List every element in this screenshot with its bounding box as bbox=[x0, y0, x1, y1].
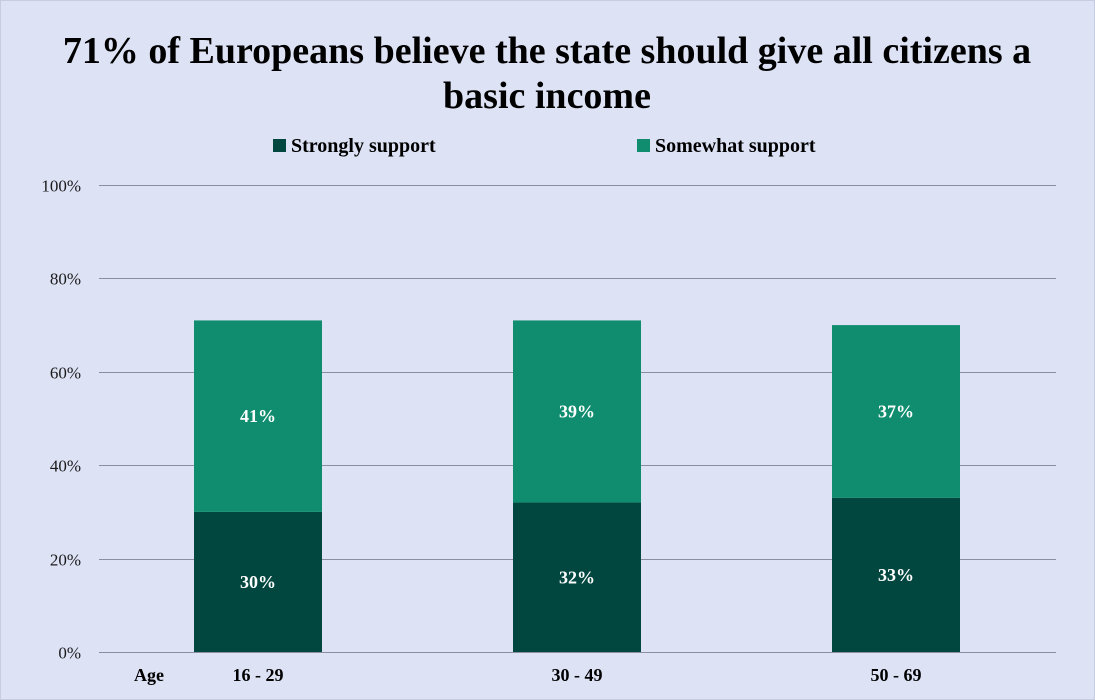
bars bbox=[194, 320, 960, 652]
bar-segment bbox=[832, 497, 960, 652]
bar-segment bbox=[194, 511, 322, 652]
bar-value-label: 39% bbox=[559, 401, 595, 421]
x-tick-label: 30 - 49 bbox=[552, 665, 603, 685]
legend-swatch bbox=[637, 139, 650, 152]
bar-value-label: 41% bbox=[240, 406, 276, 426]
legend-item: Strongly support bbox=[273, 135, 436, 157]
bar-segment bbox=[513, 320, 641, 503]
x-axis-label: Age bbox=[134, 665, 164, 685]
y-tick-label: 100% bbox=[41, 177, 81, 196]
bar-segment bbox=[832, 325, 960, 498]
y-tick-label: 20% bbox=[50, 551, 81, 570]
bar-value-label: 30% bbox=[240, 572, 276, 592]
chart-title-line-1: 71% of Europeans believe the state shoul… bbox=[63, 30, 1031, 72]
legend-label: Strongly support bbox=[291, 135, 436, 157]
bar-value-label: 37% bbox=[878, 401, 914, 421]
y-tick-label: 60% bbox=[50, 364, 81, 383]
bar-segment bbox=[194, 320, 322, 512]
chart-title: 71% of Europeans believe the state shoul… bbox=[63, 30, 1031, 117]
y-tick-label: 40% bbox=[50, 457, 81, 476]
x-tick-label: 50 - 69 bbox=[871, 665, 922, 685]
y-axis-ticks: 0% 20% 40% 60% 80% 100% bbox=[41, 177, 81, 663]
y-tick-label: 0% bbox=[58, 644, 81, 663]
chart-title-line-2: basic income bbox=[443, 75, 651, 117]
x-tick-label: 16 - 29 bbox=[233, 665, 284, 685]
y-tick-label: 80% bbox=[50, 270, 81, 289]
legend-label: Somewhat support bbox=[655, 135, 816, 157]
legend-item: Somewhat support bbox=[637, 135, 816, 157]
legend-swatch bbox=[273, 139, 286, 152]
bar-value-label: 32% bbox=[559, 567, 595, 587]
x-axis-ticks: Age 16 - 29 30 - 49 50 - 69 bbox=[134, 665, 922, 685]
bar-value-label: 33% bbox=[878, 565, 914, 585]
bar-segment bbox=[513, 502, 641, 652]
bar-data-labels: 30% 41% 32% 39% 33% 37% bbox=[240, 401, 914, 591]
chart-legend: Strongly support Somewhat support bbox=[273, 135, 816, 157]
